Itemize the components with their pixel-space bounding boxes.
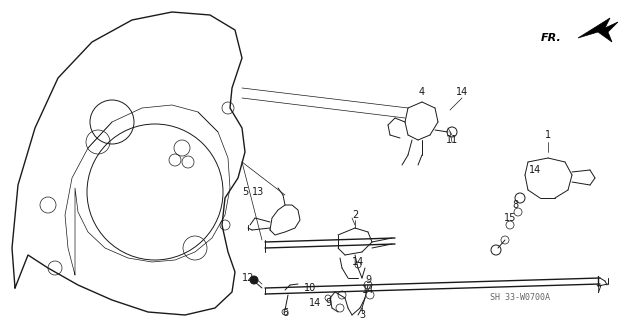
- Text: 3: 3: [359, 310, 365, 319]
- Text: SH 33-W0700A: SH 33-W0700A: [490, 293, 550, 302]
- Text: 14: 14: [309, 298, 321, 308]
- Text: 2: 2: [352, 210, 358, 220]
- Text: 11: 11: [446, 135, 458, 145]
- Text: 14: 14: [456, 87, 468, 97]
- Text: 12: 12: [242, 273, 254, 283]
- Text: 15: 15: [504, 213, 516, 223]
- Circle shape: [250, 276, 258, 284]
- Text: 14: 14: [362, 285, 374, 295]
- Text: 6: 6: [282, 308, 288, 318]
- Text: 5: 5: [242, 187, 248, 197]
- Text: 9: 9: [365, 275, 371, 285]
- Text: 9: 9: [325, 298, 331, 308]
- Text: 13: 13: [252, 187, 264, 197]
- Text: 14: 14: [352, 257, 364, 267]
- Text: 7: 7: [595, 285, 601, 295]
- Text: 10: 10: [304, 283, 316, 293]
- Text: FR.: FR.: [541, 33, 562, 43]
- Polygon shape: [578, 18, 618, 42]
- Text: 14: 14: [529, 165, 541, 175]
- Text: 4: 4: [419, 87, 425, 97]
- Text: 8: 8: [512, 200, 518, 210]
- Text: 1: 1: [545, 130, 551, 140]
